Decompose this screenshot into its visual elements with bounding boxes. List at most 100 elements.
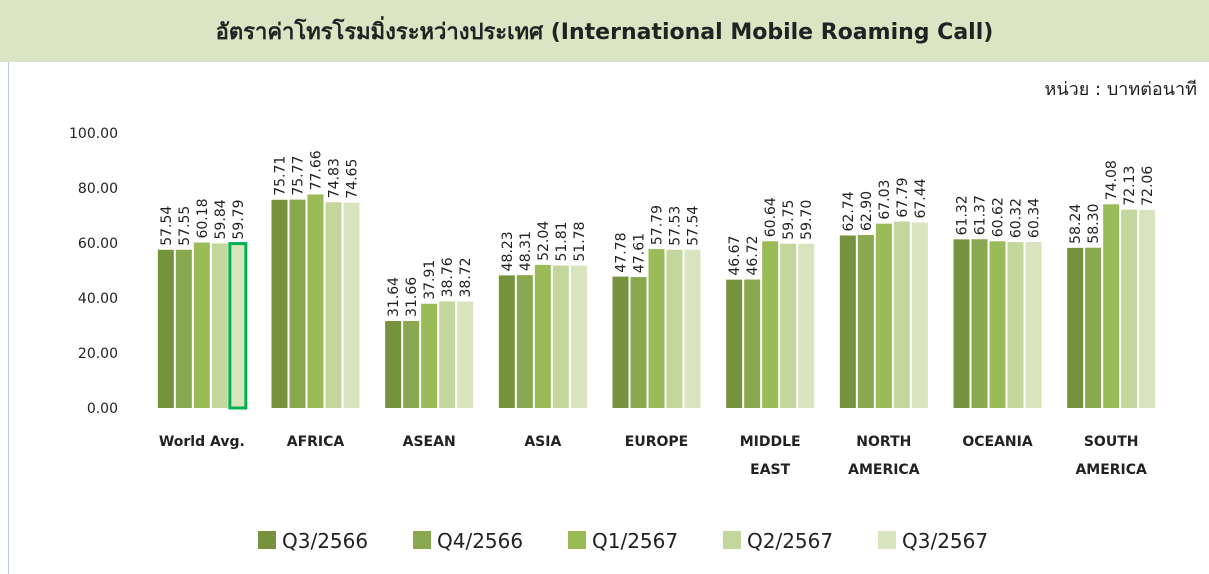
legend-label: Q3/2567	[902, 529, 988, 553]
bar	[857, 235, 874, 408]
value-label: 77.66	[309, 150, 325, 190]
value-label: 62.74	[841, 191, 857, 231]
value-label: 46.67	[727, 236, 743, 276]
bar	[325, 202, 342, 408]
bar	[666, 249, 683, 408]
value-label: 75.71	[273, 156, 289, 196]
bar	[875, 223, 892, 408]
bar	[726, 279, 743, 408]
bar	[570, 265, 587, 408]
bar	[193, 242, 210, 408]
bar	[307, 194, 324, 408]
value-label: 72.13	[1122, 166, 1138, 206]
bar	[421, 303, 438, 408]
legend-label: Q2/2567	[747, 529, 833, 553]
value-label: 58.30	[1086, 204, 1102, 244]
bar	[612, 276, 629, 408]
x-tick-label: ASEAN	[402, 434, 456, 450]
bar	[552, 265, 569, 408]
bar	[780, 243, 797, 408]
bar	[1007, 242, 1024, 408]
bar	[893, 221, 910, 408]
value-label: 37.91	[422, 260, 438, 300]
bar	[211, 243, 228, 408]
value-label: 48.31	[518, 231, 534, 271]
bar	[516, 275, 533, 408]
legend-swatch	[723, 531, 741, 549]
bar	[971, 239, 988, 408]
bar	[343, 202, 360, 408]
y-tick-label: 0.00	[87, 401, 118, 417]
value-label: 60.64	[763, 197, 779, 237]
border	[8, 62, 9, 574]
bar	[1103, 204, 1120, 408]
x-tick-label: SOUTH AMERICA	[1075, 434, 1147, 478]
bar	[1121, 209, 1138, 408]
value-label: 61.37	[973, 195, 989, 235]
bar	[762, 241, 779, 408]
bar	[744, 279, 761, 408]
legend-label: Q4/2566	[437, 529, 523, 553]
y-tick-label: 80.00	[78, 181, 118, 197]
y-tick-label: 100.00	[69, 126, 118, 142]
value-label: 57.54	[159, 206, 175, 246]
unit-label: หน่วย : บาทต่อนาที	[1044, 79, 1197, 100]
legend-swatch	[258, 531, 276, 549]
y-tick-label: 40.00	[78, 291, 118, 307]
bar	[498, 275, 515, 408]
bar	[175, 249, 192, 408]
bar	[911, 222, 928, 408]
value-label: 67.44	[913, 178, 929, 218]
value-label: 47.78	[614, 233, 630, 273]
bar	[648, 249, 665, 408]
value-label: 61.32	[955, 195, 971, 235]
chart-title: อัตราค่าโทรโรมมิ่งระหว่างประเทศ (Interna…	[0, 0, 1209, 62]
value-label: 51.81	[554, 221, 570, 261]
x-tick-label: World Avg.	[158, 434, 245, 450]
bar	[439, 301, 456, 408]
value-label: 57.55	[177, 206, 193, 246]
bar	[1085, 247, 1102, 408]
value-label: 67.79	[895, 177, 911, 217]
bar	[157, 249, 174, 408]
bar	[953, 239, 970, 408]
y-tick-label: 60.00	[78, 236, 118, 252]
bar	[1139, 209, 1156, 408]
value-label: 74.83	[327, 158, 343, 198]
legend-label: Q3/2566	[282, 529, 368, 553]
bar	[1067, 247, 1084, 408]
value-label: 60.62	[991, 197, 1007, 237]
bar	[289, 199, 306, 408]
legend-swatch	[878, 531, 896, 549]
value-label: 38.72	[458, 257, 474, 297]
value-label: 59.79	[231, 199, 247, 239]
value-label: 52.04	[536, 221, 552, 261]
legend-swatch	[568, 531, 586, 549]
value-label: 72.06	[1140, 166, 1156, 206]
bar	[684, 249, 701, 408]
bar	[798, 243, 815, 408]
value-label: 57.54	[686, 206, 702, 246]
bar	[989, 241, 1006, 408]
value-label: 60.32	[1009, 198, 1025, 238]
value-label: 47.61	[632, 233, 648, 273]
value-label: 46.72	[745, 235, 761, 275]
x-tick-label: ASIA	[524, 434, 562, 450]
bar	[271, 199, 288, 408]
value-label: 31.66	[404, 277, 420, 317]
value-label: 38.76	[440, 257, 456, 297]
value-label: 57.53	[668, 206, 684, 246]
value-label: 58.24	[1068, 204, 1084, 244]
value-label: 57.79	[650, 205, 666, 245]
value-label: 59.84	[213, 199, 229, 239]
legend-label: Q1/2567	[592, 529, 678, 553]
bar	[457, 301, 474, 408]
value-label: 75.77	[291, 156, 307, 196]
bar	[228, 242, 248, 410]
value-label: 62.90	[859, 191, 875, 231]
x-tick-label: MIDDLE EAST	[739, 434, 801, 478]
x-tick-label: EUROPE	[624, 434, 689, 450]
value-label: 67.03	[877, 180, 893, 220]
